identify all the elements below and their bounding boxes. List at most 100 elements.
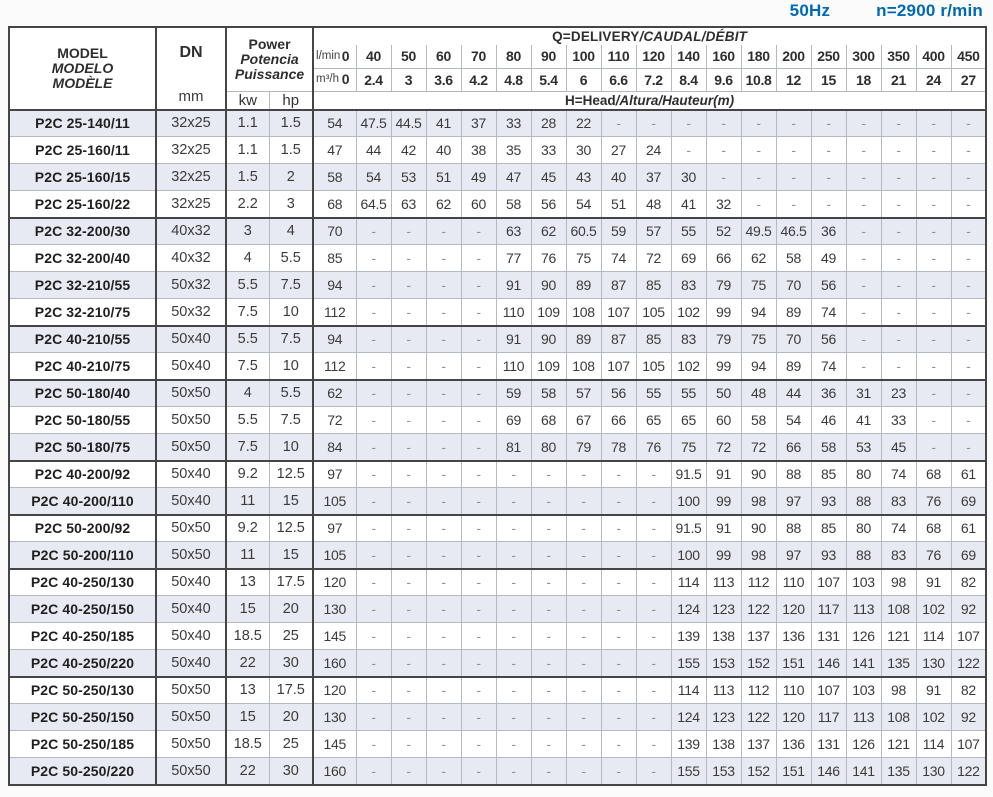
head-value-cell: 62 bbox=[740, 244, 777, 272]
head-value-cell: 58 bbox=[740, 406, 777, 434]
head-value-cell: - bbox=[880, 136, 917, 164]
head-value-cell: - bbox=[495, 676, 532, 704]
frequency-label: 50Hz bbox=[789, 1, 831, 20]
head-value-cell: 62 bbox=[312, 379, 357, 407]
head-value-cell: 72 bbox=[705, 433, 742, 462]
table-row: P2C 25-160/15 32x25 1.5 2 58 54 53 51 49 47 45 43 40… bbox=[8, 163, 987, 191]
head-value-cell: 64.5 bbox=[355, 190, 392, 219]
m3h-value: 4.8 bbox=[495, 67, 532, 92]
head-value-cell: 76 bbox=[915, 487, 952, 516]
head-value-cell: 78 bbox=[600, 433, 637, 462]
head-value-cell: 60 bbox=[705, 406, 742, 434]
model-cell: P2C 50-200/92 bbox=[8, 514, 157, 542]
head-value-cell: 42 bbox=[390, 136, 427, 164]
head-value-cell: - bbox=[495, 730, 532, 758]
head-value-cell: 102 bbox=[915, 595, 952, 623]
head-value-cell: 66 bbox=[600, 406, 637, 434]
head-value-cell: 131 bbox=[810, 622, 847, 650]
head-value-cell: - bbox=[425, 271, 462, 299]
head-value-cell: 91 bbox=[705, 514, 742, 542]
kw-cell: 13 bbox=[225, 676, 270, 704]
head-value-cell: - bbox=[565, 595, 602, 623]
table-row: P2C 32-200/30 40x32 3 4 70- - - -63 62 60.5 59 57 55… bbox=[8, 217, 987, 245]
head-value-cell: 80 bbox=[845, 514, 882, 542]
lmin-value: 140 bbox=[670, 44, 707, 69]
head-value-cell: 30 bbox=[565, 136, 602, 164]
head-value-cell: 114 bbox=[670, 568, 707, 596]
table-row: P2C 32-210/55 50x32 5.5 7.5 94- - - -91 90 89 87 85… bbox=[8, 271, 987, 299]
head-value-cell: - bbox=[705, 163, 742, 191]
dn-cell: 50x40 bbox=[155, 622, 227, 650]
head-value-cell: - bbox=[915, 190, 952, 219]
model-cell: P2C 50-250/220 bbox=[8, 757, 157, 785]
dn-cell: 50x50 bbox=[155, 703, 227, 731]
head-value-cell: 41 bbox=[845, 406, 882, 434]
head-value-cell: 122 bbox=[740, 595, 777, 623]
head-value-cell: - bbox=[355, 757, 392, 785]
table-row: P2C 25-160/11 32x25 1.1 1.5 47 44 42 40 38 35 33 30… bbox=[8, 136, 987, 164]
model-cell: P2C 40-210/75 bbox=[8, 352, 157, 381]
head-value-cell: - bbox=[425, 217, 462, 245]
head-value-cell: - bbox=[565, 541, 602, 570]
head-value-cell: - bbox=[425, 298, 462, 327]
head-value-cell: 113 bbox=[845, 595, 882, 623]
head-value-cell: - bbox=[950, 190, 987, 219]
head-value-cell: - bbox=[425, 676, 462, 704]
head-value-cell: - bbox=[390, 406, 427, 434]
hp-cell: 5.5 bbox=[268, 244, 315, 272]
head-value-cell: 151 bbox=[775, 757, 812, 785]
head-value-cell: 44.5 bbox=[390, 109, 427, 137]
hp-cell: 20 bbox=[268, 595, 315, 623]
head-value-cell: 88 bbox=[775, 514, 812, 542]
head-value-cell: 107 bbox=[600, 352, 637, 381]
m3h-value: 18 bbox=[845, 67, 882, 92]
head-value-cell: 110 bbox=[495, 352, 532, 381]
kw-cell: 7.5 bbox=[225, 352, 270, 381]
head-value-cell: 105 bbox=[635, 352, 672, 381]
head-value-cell: - bbox=[390, 649, 427, 678]
head-value-cell: 107 bbox=[950, 622, 987, 650]
head-value-cell: - bbox=[425, 730, 462, 758]
head-value-cell: 56 bbox=[600, 379, 637, 407]
kw-cell: 18.5 bbox=[225, 730, 270, 758]
head-value-cell: - bbox=[530, 676, 567, 704]
head-value-cell: - bbox=[425, 703, 462, 731]
head-value-cell: - bbox=[495, 622, 532, 650]
head-value-cell: - bbox=[425, 595, 462, 623]
head-value-cell: - bbox=[880, 244, 917, 272]
head-value-cell: 54 bbox=[355, 163, 392, 191]
head-value-cell: - bbox=[355, 514, 392, 542]
kw-cell: 1.5 bbox=[225, 163, 270, 191]
head-value-cell: - bbox=[880, 325, 917, 353]
kw-cell: 1.1 bbox=[225, 109, 270, 137]
head-value-cell: - bbox=[950, 352, 987, 381]
head-value-cell: 141 bbox=[845, 757, 882, 785]
power-column-header: Power Potencia Puissance bbox=[225, 26, 315, 92]
head-value-cell: 45 bbox=[530, 163, 567, 191]
head-value-cell: 82 bbox=[950, 676, 987, 704]
table-row: P2C 50-250/185 50x50 18.5 25 145- - - - - - - - -139… bbox=[8, 730, 987, 758]
head-value-cell: 61 bbox=[950, 460, 987, 488]
head-value-cell: 114 bbox=[915, 730, 952, 758]
head-value-cell: 44 bbox=[775, 379, 812, 407]
hp-cell: 10 bbox=[268, 352, 315, 381]
flow-m3h-row: m³/h 0 2.4 3 3.6 4.2 4.8 5.4 6 6.6 7.2 8.4 9.6 10.8… bbox=[9, 67, 987, 92]
head-value-cell: - bbox=[495, 568, 532, 596]
hp-cell: 17.5 bbox=[268, 568, 315, 596]
dn-cell: 32x25 bbox=[155, 109, 227, 137]
head-value-cell: - bbox=[425, 406, 462, 434]
head-value-cell: 80 bbox=[845, 460, 882, 488]
model-cell: P2C 40-250/130 bbox=[8, 568, 157, 596]
hp-cell: 7.5 bbox=[268, 406, 315, 434]
head-value-cell: 69 bbox=[950, 541, 987, 570]
head-value-cell: - bbox=[670, 109, 707, 137]
head-value-cell: - bbox=[915, 352, 952, 381]
head-value-cell: 46 bbox=[810, 406, 847, 434]
head-value-cell: 41 bbox=[670, 190, 707, 219]
head-value-cell: - bbox=[810, 190, 847, 219]
head-value-cell: 152 bbox=[740, 649, 777, 678]
head-value-cell: - bbox=[565, 568, 602, 596]
head-value-cell: - bbox=[460, 649, 497, 678]
hp-cell: 17.5 bbox=[268, 676, 315, 704]
hp-cell: 12.5 bbox=[268, 460, 315, 488]
